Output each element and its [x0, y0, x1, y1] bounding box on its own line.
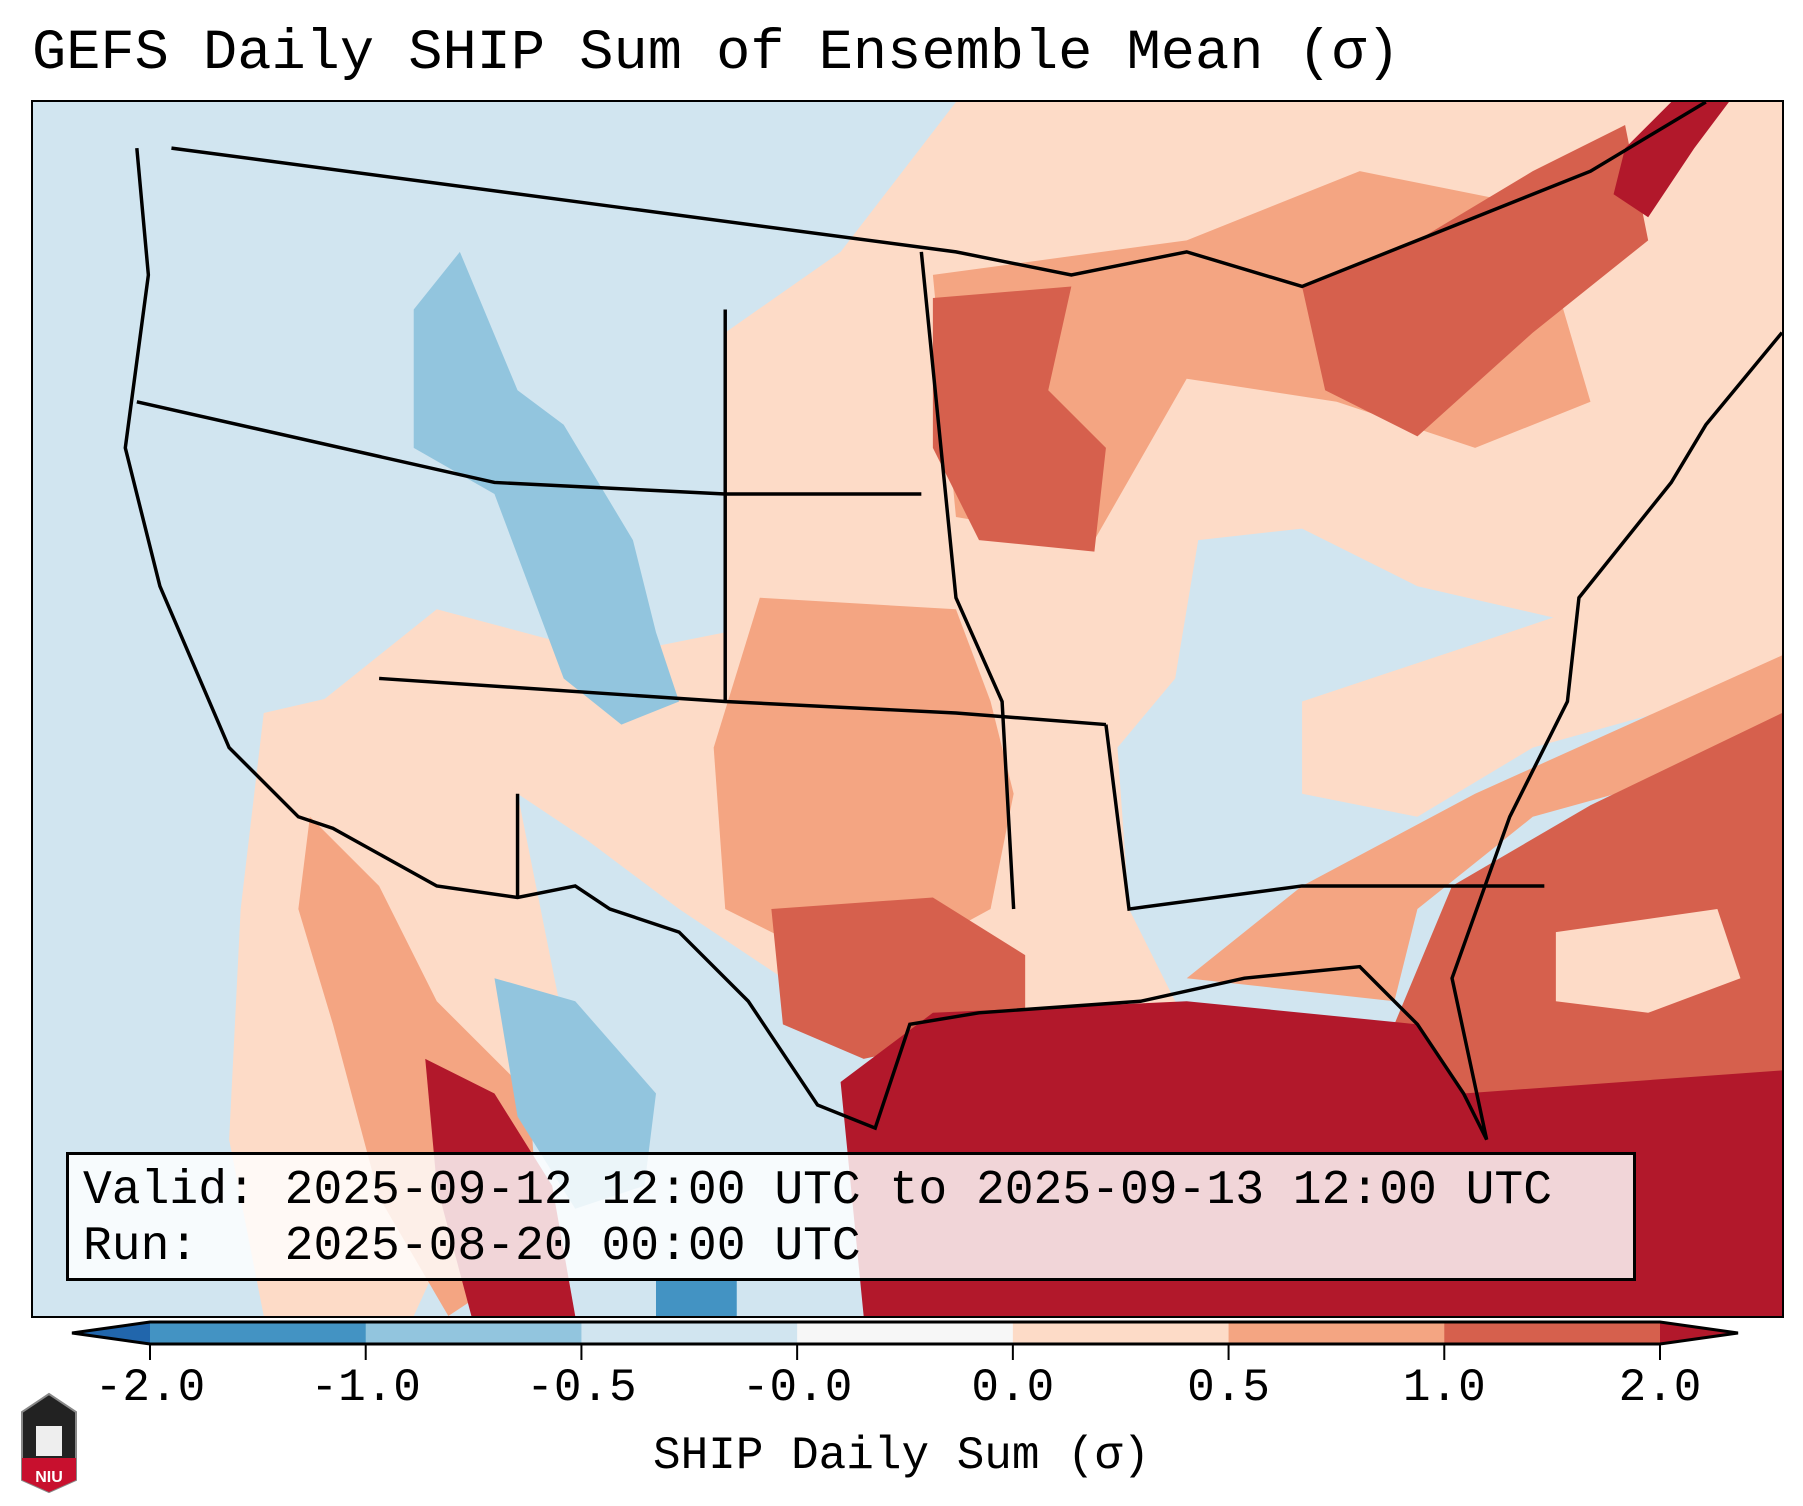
colorbar-extend-low	[72, 1322, 150, 1344]
colorbar-bin	[1012, 1322, 1230, 1344]
colorbar-label: SHIP Daily Sum (σ)	[653, 1430, 1150, 1482]
valid-time-text: Valid: 2025-09-12 12:00 UTC to 2025-09-1…	[83, 1164, 1553, 1218]
field-stlawrence-gt2	[1613, 102, 1729, 218]
colorbar-tick-label: 0.0	[971, 1362, 1055, 1414]
field-east-positive	[1302, 540, 1782, 817]
colorbar-tick-label: -1.0	[310, 1362, 421, 1414]
svg-text:NIU: NIU	[35, 1469, 63, 1486]
field-mid-0-5	[713, 597, 1014, 979]
run-time-text: Run: 2025-08-20 00:00 UTC	[83, 1220, 861, 1274]
colorbar-bin	[1444, 1322, 1661, 1344]
colorbar-tick-label: -0.0	[741, 1362, 853, 1414]
colorbar-tick-label: -2.0	[94, 1362, 206, 1414]
heatmap-map	[33, 102, 1782, 1316]
field-northeast-1-2	[1302, 125, 1649, 437]
field-mexico-negative	[494, 978, 656, 1209]
colorbar-bin	[1228, 1322, 1445, 1344]
field-rockies-negative	[413, 251, 680, 725]
colorbar-bin	[581, 1322, 798, 1344]
colorbar-tick-label: 1.0	[1402, 1362, 1486, 1414]
field-mexico-negative-strong	[655, 1277, 737, 1316]
colorbar-tick-label: -0.5	[526, 1362, 637, 1414]
field-atlantic-plume	[1555, 909, 1741, 1013]
state-boundaries	[123, 102, 1782, 1141]
colorbar-bin	[797, 1322, 1014, 1344]
chart-title: GEFS Daily SHIP Sum of Ensemble Mean (σ)	[32, 22, 1401, 86]
field-southeast-0-5	[1186, 655, 1782, 1002]
colorbar-tick-label: 0.5	[1187, 1362, 1270, 1414]
map-panel	[31, 100, 1784, 1318]
niu-logo: NIU	[21, 1392, 77, 1494]
colorbar	[71, 1320, 1739, 1360]
colorbar-bin	[365, 1322, 582, 1344]
valid-run-info-box: Valid: 2025-09-12 12:00 UTC to 2025-09-1…	[66, 1152, 1636, 1281]
field-atlantic-1-2	[1394, 713, 1782, 1140]
field-midwest-1-2	[932, 286, 1106, 552]
colorbar-extend-high	[1660, 1322, 1738, 1344]
colorbar-tick-label: 2.0	[1618, 1362, 1702, 1414]
colorbar-bin	[150, 1322, 367, 1344]
